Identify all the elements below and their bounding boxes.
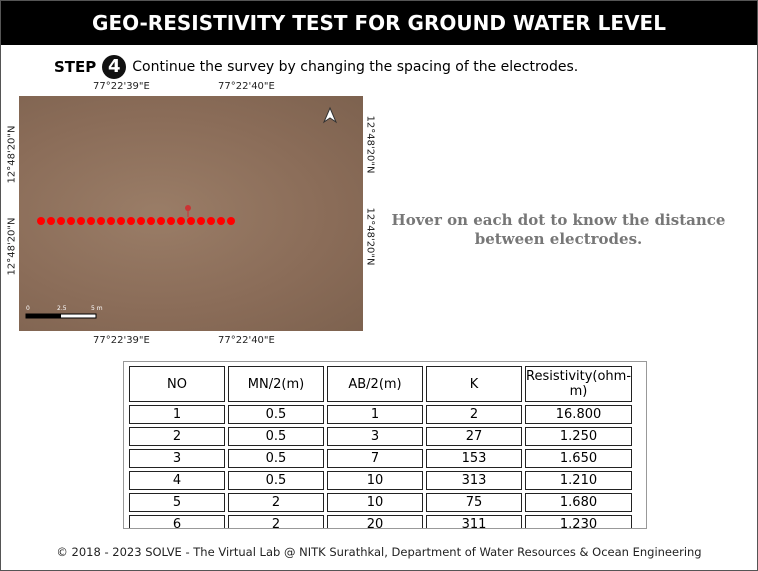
table-cell: 2 [426, 405, 522, 424]
header-title: GEO-RESISTIVITY TEST FOR GROUND WATER LE… [1, 1, 757, 79]
scale-bar [26, 314, 61, 318]
hint-line: Hover on each dot to know the distance [391, 211, 726, 229]
satellite-map: 0 2.5 5 m [19, 96, 363, 331]
scale-label: 5 m [91, 305, 103, 312]
map-overlay: 0 2.5 5 m [25, 106, 338, 319]
column-header: MN/2(m) [228, 366, 324, 402]
coord-label: 77°22'40"E [218, 81, 275, 92]
table-cell: 313 [426, 471, 522, 490]
coord-label: 77°22'40"E [218, 335, 275, 346]
electrode-dot[interactable] [227, 217, 235, 225]
table-row: 4 0.5 10 313 1.210 [129, 471, 633, 490]
step-number: 4 [102, 55, 127, 79]
table-cell: 2 [228, 515, 324, 528]
table-cell: 1.250 [525, 427, 633, 446]
electrode-dot[interactable] [117, 217, 125, 225]
table-row: 2 0.5 3 27 1.250 [129, 427, 633, 446]
table-cell: 1 [129, 405, 225, 424]
table-cell: 0.5 [228, 405, 324, 424]
table-cell: 75 [426, 493, 522, 512]
electrode-dot[interactable] [217, 217, 225, 225]
table-cell: 1.230 [525, 515, 633, 528]
table-cell: 10 [327, 493, 423, 512]
electrode-dot[interactable] [97, 217, 105, 225]
table-container[interactable]: NO MN/2(m) AB/2(m) K Resistivity(ohm-m) 1 0.5… [123, 361, 647, 529]
results-table: NO MN/2(m) AB/2(m) K Resistivity(ohm-m) 1 0.5… [126, 363, 635, 528]
table-cell: 1.680 [525, 493, 633, 512]
table-cell: 5 [129, 493, 225, 512]
footer: © 2018 - 2023 SOLVE - The Virtual Lab @ … [56, 545, 702, 559]
coord-label: 77°22'39"E [93, 335, 150, 346]
coord-label: 12°48'20"N [6, 125, 18, 184]
table-row: 1 0.5 1 2 16.800 [129, 405, 633, 424]
electrode-dot[interactable] [187, 217, 195, 225]
table-cell: 3 [129, 449, 225, 468]
step-instruction: Continue the survey by changing the spac… [132, 59, 579, 75]
table-cell: 311 [426, 515, 522, 528]
column-header: K [426, 366, 522, 402]
table-cell: 3 [327, 427, 423, 446]
coord-label: 77°22'39"E [93, 81, 150, 92]
electrode-dot[interactable] [37, 217, 45, 225]
table-cell: 1.650 [525, 449, 633, 468]
table-row: 5 2 10 75 1.680 [129, 493, 633, 512]
coord-label: 12°48'20"N [364, 115, 376, 174]
table-cell: 0.5 [228, 449, 324, 468]
electrode-dot[interactable] [87, 217, 95, 225]
hint-line: between electrodes. [474, 230, 643, 248]
table-cell: 10 [327, 471, 423, 490]
electrode-dot[interactable] [147, 217, 155, 225]
table-cell: 6 [129, 515, 225, 528]
north-arrow [322, 106, 338, 124]
table-cell: 16.800 [525, 405, 633, 424]
scale-label: 2.5 [57, 305, 67, 312]
column-header: AB/2(m) [327, 366, 423, 402]
table-cell: 20 [327, 515, 423, 528]
coord-label: 12°48'20"N [364, 207, 376, 266]
column-header: Resistivity(ohm-m) [525, 366, 633, 402]
hint: Hover on each dot to know the distance b… [381, 211, 736, 249]
table-cell: 7 [327, 449, 423, 468]
table-cell: 0.5 [228, 427, 324, 446]
electrode-dot[interactable] [177, 217, 185, 225]
table-cell: 153 [426, 449, 522, 468]
electrode-dot[interactable] [127, 217, 135, 225]
table-cell: 1 [327, 405, 423, 424]
table-cell: 4 [129, 471, 225, 490]
scale-label: 0 [26, 305, 30, 312]
electrode-dot[interactable] [157, 217, 165, 225]
table-cell: 2 [228, 493, 324, 512]
electrode-dot[interactable] [47, 217, 55, 225]
electrode-dot[interactable] [137, 217, 145, 225]
coord-label: 12°48'20"N [6, 217, 18, 276]
electrode-dot[interactable] [207, 217, 215, 225]
location-pin [185, 205, 191, 211]
electrode-dot[interactable] [167, 217, 175, 225]
electrode-dot[interactable] [57, 217, 65, 225]
table-row: 3 0.5 7 153 1.650 [129, 449, 633, 468]
table-cell: 1.210 [525, 471, 633, 490]
table-row: 6 2 20 311 1.230 [129, 515, 633, 528]
step: STEP 4 Continue the survey by changing t… [54, 55, 578, 79]
electrode-dot[interactable] [77, 217, 85, 225]
table-cell: 0.5 [228, 471, 324, 490]
header-row: NO MN/2(m) AB/2(m) K Resistivity(ohm-m) [129, 366, 633, 402]
table-cell: 27 [426, 427, 522, 446]
electrode-dot[interactable] [67, 217, 75, 225]
table-cell: 2 [129, 427, 225, 446]
electrode-dot[interactable] [107, 217, 115, 225]
electrode-dot[interactable] [197, 217, 205, 225]
column-header: NO [129, 366, 225, 402]
step-label: STEP [54, 58, 97, 76]
